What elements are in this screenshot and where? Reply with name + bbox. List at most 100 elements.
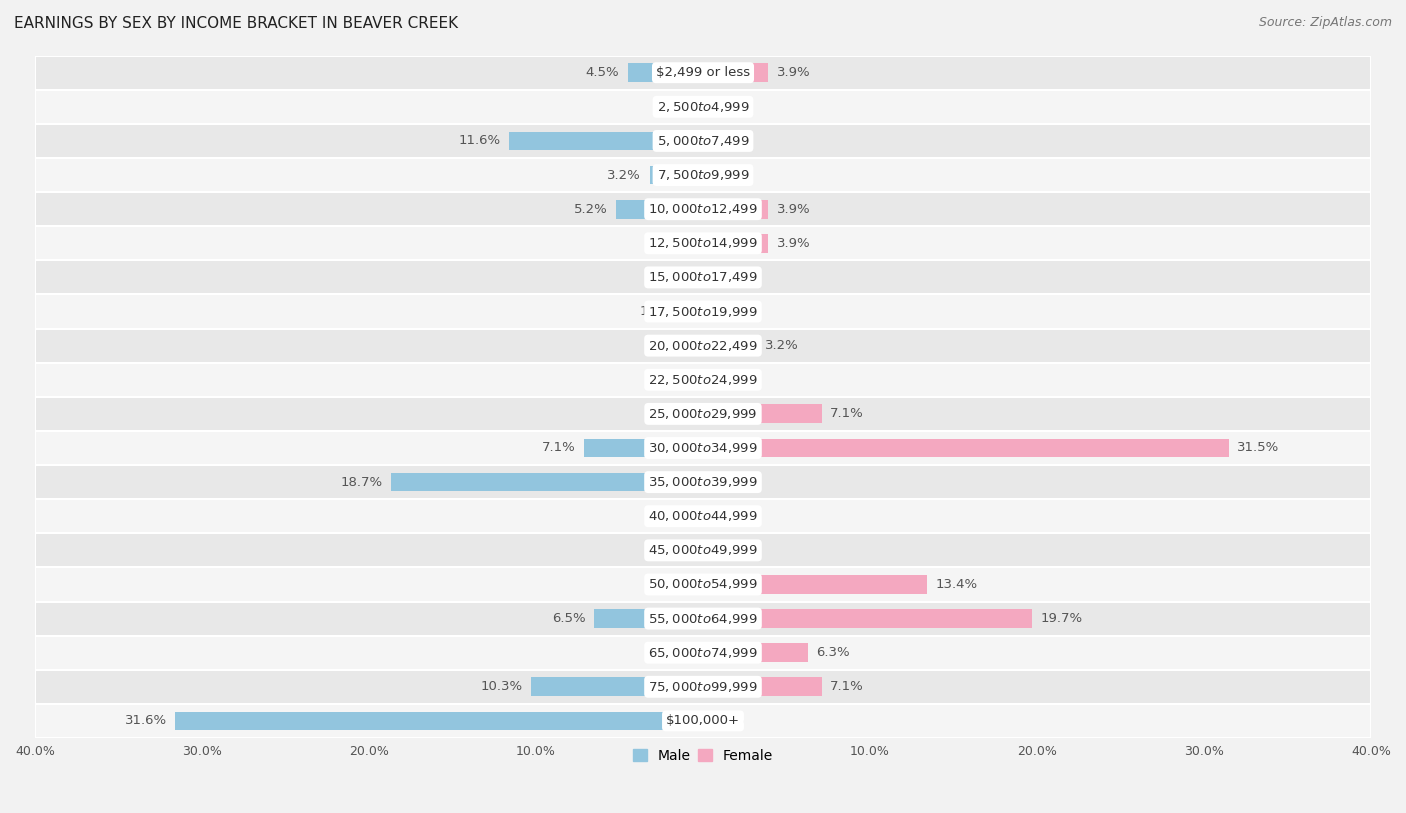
Bar [616, 200, 703, 219]
Bar [650, 166, 703, 185]
Text: 7.1%: 7.1% [543, 441, 576, 454]
Text: 0.0%: 0.0% [661, 237, 695, 250]
Legend: Male, Female: Male, Female [627, 743, 779, 768]
Text: 31.5%: 31.5% [1237, 441, 1279, 454]
Text: $40,000 to $44,999: $40,000 to $44,999 [648, 509, 758, 524]
Text: 0.0%: 0.0% [711, 510, 745, 523]
Bar [391, 472, 703, 492]
Text: 0.0%: 0.0% [661, 578, 695, 591]
Text: 7.1%: 7.1% [830, 680, 863, 693]
Bar [35, 89, 1371, 124]
Text: 0.0%: 0.0% [711, 715, 745, 728]
Text: 4.5%: 4.5% [586, 66, 620, 79]
Bar [35, 192, 1371, 226]
Text: 3.2%: 3.2% [765, 339, 799, 352]
Bar [35, 328, 1371, 363]
Bar [703, 439, 1229, 458]
Text: 0.0%: 0.0% [661, 373, 695, 386]
Bar [35, 670, 1371, 704]
Text: $65,000 to $74,999: $65,000 to $74,999 [648, 646, 758, 659]
Bar [703, 200, 768, 219]
Bar [595, 609, 703, 628]
Text: $55,000 to $64,999: $55,000 to $64,999 [648, 611, 758, 625]
Bar [35, 260, 1371, 294]
Text: $5,000 to $7,499: $5,000 to $7,499 [657, 134, 749, 148]
Text: $100,000+: $100,000+ [666, 715, 740, 728]
Bar [35, 55, 1371, 89]
Text: 1.3%: 1.3% [640, 305, 673, 318]
Text: 13.4%: 13.4% [935, 578, 977, 591]
Text: 5.2%: 5.2% [574, 202, 607, 215]
Text: Source: ZipAtlas.com: Source: ZipAtlas.com [1258, 16, 1392, 29]
Bar [35, 431, 1371, 465]
Bar [703, 63, 768, 82]
Text: 0.0%: 0.0% [711, 168, 745, 181]
Text: 11.6%: 11.6% [458, 134, 501, 147]
Bar [35, 567, 1371, 602]
Text: 7.1%: 7.1% [830, 407, 863, 420]
Bar [703, 234, 768, 253]
Text: $2,500 to $4,999: $2,500 to $4,999 [657, 100, 749, 114]
Text: 3.9%: 3.9% [776, 202, 810, 215]
Text: 0.0%: 0.0% [661, 544, 695, 557]
Bar [35, 533, 1371, 567]
Text: $10,000 to $12,499: $10,000 to $12,499 [648, 202, 758, 216]
Text: 0.0%: 0.0% [711, 373, 745, 386]
Text: 0.0%: 0.0% [661, 271, 695, 284]
Bar [176, 711, 703, 730]
Bar [703, 337, 756, 355]
Text: 6.3%: 6.3% [817, 646, 851, 659]
Bar [35, 499, 1371, 533]
Text: 0.0%: 0.0% [711, 476, 745, 489]
Bar [35, 704, 1371, 738]
Text: $7,500 to $9,999: $7,500 to $9,999 [657, 168, 749, 182]
Bar [35, 294, 1371, 328]
Bar [531, 677, 703, 696]
Bar [35, 397, 1371, 431]
Text: 18.7%: 18.7% [340, 476, 382, 489]
Text: 0.0%: 0.0% [711, 100, 745, 113]
Text: 0.0%: 0.0% [661, 339, 695, 352]
Bar [703, 405, 821, 424]
Bar [628, 63, 703, 82]
Bar [703, 575, 927, 593]
Text: 3.9%: 3.9% [776, 237, 810, 250]
Bar [35, 636, 1371, 670]
Bar [682, 302, 703, 321]
Bar [35, 602, 1371, 636]
Bar [703, 677, 821, 696]
Text: 0.0%: 0.0% [661, 407, 695, 420]
Text: 0.0%: 0.0% [711, 271, 745, 284]
Bar [509, 132, 703, 150]
Bar [703, 643, 808, 662]
Text: 19.7%: 19.7% [1040, 612, 1083, 625]
Text: $2,499 or less: $2,499 or less [657, 66, 749, 79]
Text: 31.6%: 31.6% [125, 715, 167, 728]
Text: $17,500 to $19,999: $17,500 to $19,999 [648, 305, 758, 319]
Text: $35,000 to $39,999: $35,000 to $39,999 [648, 475, 758, 489]
Text: $22,500 to $24,999: $22,500 to $24,999 [648, 373, 758, 387]
Text: 10.3%: 10.3% [481, 680, 523, 693]
Text: 0.0%: 0.0% [661, 646, 695, 659]
Bar [35, 158, 1371, 192]
Bar [35, 363, 1371, 397]
Bar [35, 226, 1371, 260]
Bar [703, 609, 1032, 628]
Text: $50,000 to $54,999: $50,000 to $54,999 [648, 577, 758, 592]
Text: 6.5%: 6.5% [553, 612, 586, 625]
Text: $15,000 to $17,499: $15,000 to $17,499 [648, 271, 758, 285]
Text: 0.0%: 0.0% [661, 100, 695, 113]
Bar [35, 465, 1371, 499]
Text: 0.0%: 0.0% [661, 510, 695, 523]
Text: 3.2%: 3.2% [607, 168, 641, 181]
Text: $75,000 to $99,999: $75,000 to $99,999 [648, 680, 758, 693]
Text: 0.0%: 0.0% [711, 305, 745, 318]
Bar [35, 124, 1371, 158]
Text: $12,500 to $14,999: $12,500 to $14,999 [648, 237, 758, 250]
Text: $45,000 to $49,999: $45,000 to $49,999 [648, 543, 758, 558]
Bar [585, 439, 703, 458]
Text: EARNINGS BY SEX BY INCOME BRACKET IN BEAVER CREEK: EARNINGS BY SEX BY INCOME BRACKET IN BEA… [14, 16, 458, 31]
Text: 3.9%: 3.9% [776, 66, 810, 79]
Text: $30,000 to $34,999: $30,000 to $34,999 [648, 441, 758, 455]
Text: 0.0%: 0.0% [711, 544, 745, 557]
